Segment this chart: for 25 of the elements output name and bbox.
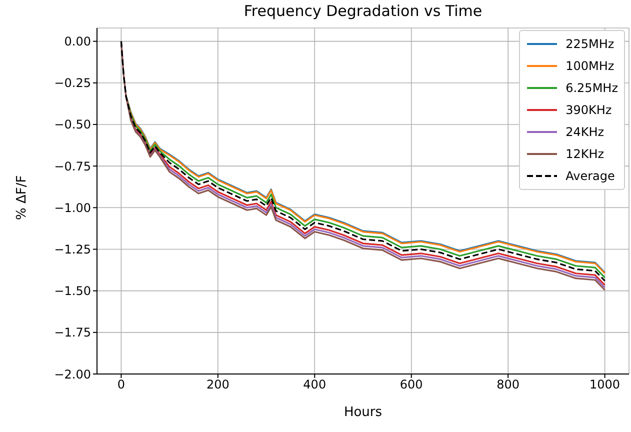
y-tick-label: −2.00 xyxy=(54,367,91,382)
x-tick-label: 200 xyxy=(206,378,230,392)
legend-label: 100MHz xyxy=(566,59,614,73)
legend-label: 390KHz xyxy=(566,103,612,117)
x-tick-label: 400 xyxy=(303,378,326,392)
y-axis-title: % ΔF/F xyxy=(14,175,30,220)
y-tick-label: −1.50 xyxy=(54,284,91,298)
x-tick-label: 800 xyxy=(496,378,520,392)
legend-label: 6.25MHz xyxy=(566,81,618,95)
legend-label: Average xyxy=(566,169,615,183)
x-tick-label: 600 xyxy=(400,378,423,392)
y-tick-label: −1.25 xyxy=(54,242,91,256)
y-tick-label: −1.00 xyxy=(54,200,91,215)
x-axis-title: Hours xyxy=(342,405,384,420)
y-tick-label: −0.75 xyxy=(54,159,91,174)
legend-label: 24KHz xyxy=(566,125,604,139)
legend-label: 12KHz xyxy=(566,147,604,161)
x-tick-label: 0 xyxy=(117,378,125,392)
y-tick-label: −0.25 xyxy=(54,76,91,90)
chart-title: Frequency Degradation vs Time xyxy=(242,2,484,20)
legend-label: 225MHz xyxy=(566,37,614,51)
y-tick-label: −1.75 xyxy=(54,326,91,340)
y-tick-label: −0.50 xyxy=(54,118,91,132)
y-tick-label: 0.00 xyxy=(64,34,91,49)
x-tick-label: 1000 xyxy=(590,378,620,392)
